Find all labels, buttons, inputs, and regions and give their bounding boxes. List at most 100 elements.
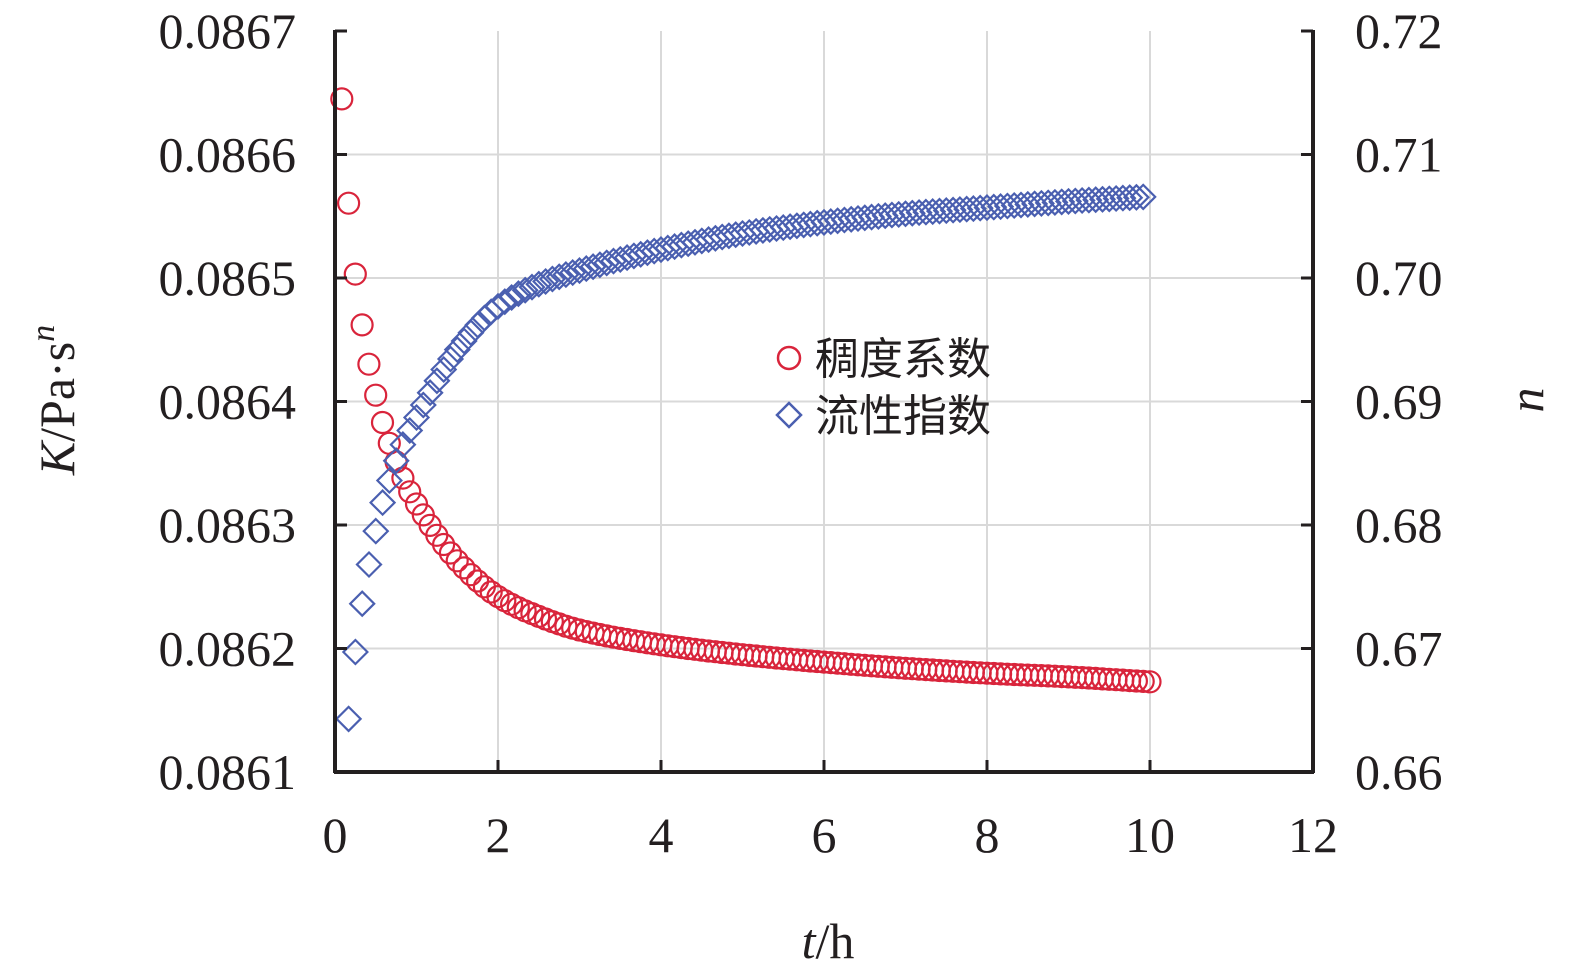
n-data-point (443, 336, 471, 364)
n-data-point (348, 590, 376, 618)
n-data-point (416, 379, 444, 407)
n-data-point (939, 196, 967, 224)
n-data-point (396, 416, 424, 445)
n-data-point (1075, 186, 1103, 214)
k-data-point (1124, 669, 1149, 693)
n-data-point (586, 251, 614, 279)
legend-n-label: 流性指数 (815, 391, 991, 442)
n-data-point (511, 276, 539, 304)
n-data-point (599, 247, 628, 275)
n-data-point (518, 273, 546, 301)
n-data-point (810, 208, 838, 236)
n-data-point (525, 270, 553, 298)
n-data-point (1054, 187, 1083, 215)
n-data-point (993, 192, 1021, 220)
n-data-point (783, 212, 811, 240)
n-data-point (559, 259, 587, 287)
n-data-point (851, 204, 879, 232)
y-left-axis-symbol: K (29, 439, 85, 476)
y-right-tick-label: 0.70 (1355, 250, 1443, 306)
x-tick-label: 0 (323, 807, 348, 863)
n-data-point (1041, 188, 1069, 216)
n-data-point (966, 194, 994, 222)
n-data-point (538, 265, 566, 293)
y-right-tick-label: 0.67 (1355, 621, 1443, 677)
k-data-point (357, 352, 381, 376)
n-data-point (491, 288, 519, 316)
grid-lines (335, 31, 1313, 772)
n-data-point (980, 193, 1008, 221)
n-data-point (1021, 190, 1049, 218)
n-data-point (1034, 189, 1062, 217)
n-data-point (450, 327, 478, 355)
n-data-point (593, 249, 621, 277)
k-data-point (364, 383, 388, 407)
n-data-point (457, 319, 485, 347)
n-data-point (878, 201, 906, 229)
n-data-point (579, 253, 607, 281)
k-data-point (391, 466, 415, 490)
n-data-point (1068, 186, 1096, 215)
k-data-point (445, 549, 469, 573)
x-axis-unit: /h (816, 913, 855, 969)
n-data-point (803, 209, 831, 237)
n-data-point (1000, 191, 1028, 220)
n-data-point (769, 214, 797, 242)
x-tick-label: 6 (812, 807, 837, 863)
n-data-point (891, 200, 920, 228)
n-data-point (1048, 188, 1076, 216)
n-data-point (1116, 184, 1144, 212)
n-data-point (817, 208, 845, 236)
n-data-point (355, 550, 383, 579)
n-data-point (824, 207, 852, 235)
y-left-tick-label: 0.0864 (159, 374, 297, 430)
n-data-point (790, 211, 818, 239)
n-data-point (756, 215, 784, 243)
n-data-point (1061, 187, 1089, 215)
k-data-point (343, 262, 367, 286)
n-data-point (464, 311, 492, 339)
n-data-point (912, 198, 940, 226)
n-data-point (436, 345, 465, 373)
n-data-point (844, 204, 872, 233)
n-data-point (796, 210, 824, 238)
x-tick-label: 4 (649, 807, 674, 863)
n-data-point (1014, 190, 1042, 218)
k-data-point (472, 575, 496, 599)
n-data-point (1027, 189, 1055, 217)
n-data-point (402, 403, 431, 432)
y-left-tick-label: 0.0861 (159, 744, 297, 800)
k-data-point (466, 569, 490, 593)
y-right-tick-label: 0.71 (1355, 127, 1443, 183)
x-tick-label: 12 (1288, 807, 1338, 863)
axes (333, 29, 1315, 774)
n-data-point (430, 355, 458, 384)
y-left-tick-label: 0.0862 (159, 621, 297, 677)
n-data-point (498, 283, 526, 312)
k-data-point (452, 556, 476, 580)
n-data-point (565, 257, 594, 285)
x-tick-label: 8 (975, 807, 1000, 863)
y-left-tick-label: 0.0863 (159, 497, 297, 553)
n-data-point (898, 199, 926, 227)
k-data-point (330, 87, 354, 111)
y-right-tick-label: 0.66 (1355, 744, 1443, 800)
n-data-point (375, 466, 403, 495)
legend: 稠度系数 流性指数 (775, 334, 991, 442)
n-data-point (1129, 183, 1157, 211)
n-data-point (925, 197, 954, 225)
n-data-point (369, 489, 397, 517)
y-left-axis-title: K/Pa·sn (25, 325, 85, 476)
y-left-tick-label: 0.0866 (159, 127, 297, 183)
y-left-tick-label: 0.0867 (159, 3, 297, 59)
k-data-point (1138, 670, 1162, 694)
n-data-point (532, 267, 560, 296)
x-tick-label: 10 (1125, 807, 1175, 863)
n-data-point (830, 206, 858, 234)
k-data-point (459, 563, 483, 587)
n-data-point (335, 705, 363, 733)
x-axis-symbol: t (802, 913, 817, 969)
y-left-axis-unit: /Pa·s (29, 342, 85, 442)
n-data-point (953, 195, 981, 223)
